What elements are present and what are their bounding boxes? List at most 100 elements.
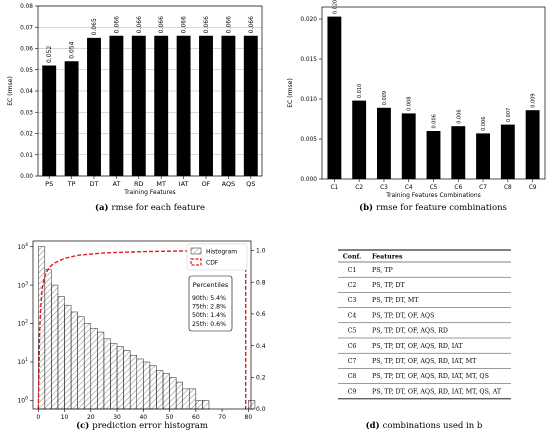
y-tick-label: 0.06 [20,47,33,53]
y-tick-label: 102 [17,319,28,328]
y2-tick-label: 0.2 [256,375,266,382]
table-header-features: Features [372,254,403,261]
x-tick-label: PS [45,180,53,188]
plot-frame [32,240,252,410]
x-axis-label: Training Features [123,189,175,196]
y-tick-label: 0.03 [20,110,33,116]
bar [109,35,124,176]
chart-c: 0 10 20 30 40 50 60 70 801001011021031040.00.20.… [17,240,266,431]
x-tick-label: C9 [529,185,537,191]
y-tick-exponent: 4 [25,242,28,248]
table-cell-conf: C4 [348,312,357,319]
hist-bar [83,323,92,410]
x-tick-label: C3 [380,185,388,191]
hist-bar [175,381,183,410]
hist-bar [129,354,137,410]
y-tick-label: 0.08 [20,4,33,10]
y-axis-label: EC (rmse) [7,76,14,106]
x-tick-label: TP [67,180,76,188]
plot-frame [37,5,263,177]
x-tick-label: C6 [454,185,462,191]
bar-value-label: 0.066 [181,16,188,33]
legend-label-histogram: Histogram [206,249,237,256]
x-tick-label: C1 [331,185,339,191]
plot-frame [321,6,546,180]
caption-text: rmse for each feature [112,203,206,213]
percentile-entry: 90th: 5.4% [192,295,226,302]
legend-label-cdf: CDF [206,260,219,267]
x-tick-label: C8 [504,185,512,191]
y-tick-base: 10 [17,321,25,328]
table-cell-features: PS, TP, DT, OF, AQS, RD, IAT [372,343,463,350]
caption-label: (b) [359,202,376,213]
table-cell-features: PS, TP, DT, OF, AQS, RD [372,328,448,335]
x-tick-label: 0 [36,414,40,421]
y-axis-label: EC (rmse) [287,78,294,108]
x-tick-label: 60 [192,414,200,421]
table-cell-conf: C5 [348,328,357,335]
bar-value-label: 0.054 [69,41,76,58]
table-cell-features: PS, TP, DT [372,282,406,289]
table-row: C7 PS, TP, DT, OF, AQS, RD, IAT, MT [338,358,511,369]
percentiles-frame [188,275,233,332]
bar [64,61,79,176]
chart-a: 0.00 0.01 0.02 0.03 0.04 0.05 0.06 0.07 0.08 0.05… [7,4,263,213]
bar [327,16,342,179]
hist-bar [248,400,256,410]
x-tick-label: C5 [430,185,438,191]
caption-label: (c) [76,420,92,431]
hist-bar [156,370,164,410]
x-tick-label: 70 [218,414,226,421]
y-tick-label: 0.01 [20,153,33,159]
x-tick-label: AQS [222,180,236,188]
y-tick-base: 10 [17,244,25,251]
caption-label: (a) [95,202,112,213]
bar [87,37,101,176]
table-cell-conf: C9 [348,388,357,395]
x-tick-label: DT [90,180,99,188]
y-tick-base: 10 [17,359,25,366]
y-tick-label: 0.000 [300,177,317,183]
bar-value-label: 0.066 [158,16,165,33]
table-cell-features: PS, TP [372,267,394,274]
y-tick-label: 0.005 [300,137,317,143]
table-cell-conf: C1 [348,267,357,274]
bar [476,133,490,179]
bar [401,113,416,179]
hist-bar [162,373,170,410]
table-row: C3 PS, TP, DT, MT [338,297,511,308]
percentiles-box: Percentiles 90th: 5.4% 75th: 2.8%50th: 1.4… [188,275,233,332]
y2-tick-label: 1.0 [256,248,266,255]
hist-bar [116,346,124,410]
y-tick-exponent: 3 [25,280,28,286]
table-row: C1 PS, TP [338,267,511,278]
x-axis-label: Training Features Combinations [385,192,481,199]
y-tick-label: 100 [17,396,28,405]
hist-bar [182,388,190,410]
table-cell-conf: C6 [348,343,357,350]
bar-value-label: 0.066 [225,16,232,33]
hist-bar [149,365,157,410]
y-tick-base: 10 [17,282,25,289]
bar [243,35,258,176]
y-tick-label: 0.010 [300,97,317,103]
x-tick-label: 20 [87,414,95,421]
x-tick-label: C7 [479,185,487,191]
bar [352,100,367,179]
legend-box [186,243,248,271]
bar [154,35,169,176]
caption-text: rmse for feature combinations [376,203,507,213]
hist-bar [77,316,85,410]
x-tick-label: C4 [405,185,413,191]
x-tick-label: OF [202,180,211,188]
percentile-entry: 50th: 1.4% [192,312,226,319]
table-cell-conf: C8 [348,373,357,380]
y-tick-label: 0.020 [300,17,317,23]
bar-value-label: 0.009 [531,93,537,107]
y-tick-label: 0.04 [20,89,33,95]
bar-value-label: 0.006 [432,114,438,128]
hist-bar [90,328,98,410]
bar-value-label: 0.008 [407,97,413,111]
y-tick-exponent: 2 [25,319,28,325]
